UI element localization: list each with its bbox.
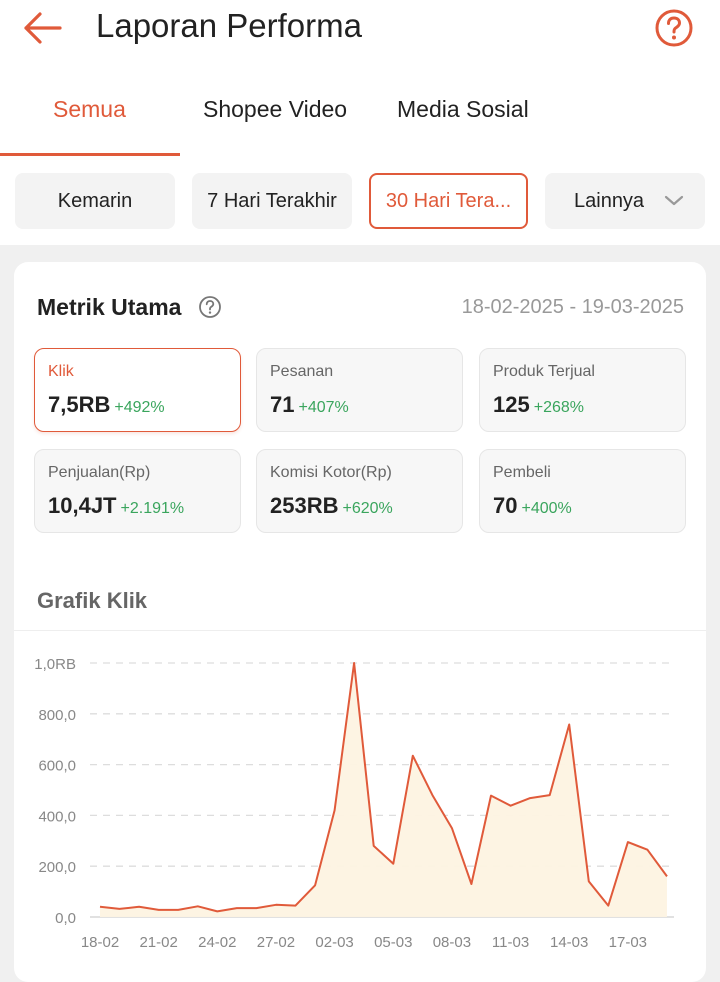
filter-kemarin[interactable]: Kemarin bbox=[15, 173, 175, 229]
x-tick-label: 24-02 bbox=[198, 934, 236, 951]
tab-bar: Semua Shopee Video Media Sosial bbox=[0, 60, 720, 158]
filter-30-hari[interactable]: 30 Hari Tera... bbox=[369, 173, 528, 229]
y-tick-label: 1,0RB bbox=[34, 656, 76, 673]
filter-7-hari[interactable]: 7 Hari Terakhir bbox=[192, 173, 352, 229]
clicks-area bbox=[100, 663, 667, 917]
metrics-card: Metrik Utama 18-02-2025 - 19-03-2025 Kli… bbox=[14, 262, 706, 982]
y-tick-label: 400,0 bbox=[38, 808, 76, 825]
clicks-chart: 0,0 200,0 400,0 600,0 800,0 1,0RB 18-02 21-02 24… bbox=[14, 262, 706, 961]
tab-shopee-video[interactable]: Shopee Video bbox=[203, 96, 347, 123]
x-tick-label: 08-03 bbox=[433, 934, 471, 951]
arrow-left-icon bbox=[20, 10, 64, 46]
y-tick-label: 0,0 bbox=[55, 910, 76, 927]
filter-lainnya[interactable]: Lainnya bbox=[545, 173, 705, 229]
tab-semua[interactable]: Semua bbox=[53, 96, 126, 123]
filter-label: 7 Hari Terakhir bbox=[207, 190, 337, 213]
x-tick-label: 21-02 bbox=[139, 934, 177, 951]
question-circle-icon bbox=[654, 8, 694, 48]
back-button[interactable] bbox=[20, 10, 64, 46]
x-tick-label: 05-03 bbox=[374, 934, 412, 951]
help-button[interactable] bbox=[654, 8, 694, 48]
y-tick-label: 800,0 bbox=[38, 707, 76, 724]
x-tick-label: 18-02 bbox=[81, 934, 119, 951]
filter-label: 30 Hari Tera... bbox=[386, 190, 511, 213]
x-tick-label: 02-03 bbox=[315, 934, 353, 951]
top-bar: Laporan Performa bbox=[0, 0, 720, 60]
y-tick-label: 200,0 bbox=[38, 859, 76, 876]
filter-label: Lainnya bbox=[574, 190, 644, 213]
filter-label: Kemarin bbox=[58, 190, 132, 213]
page-title: Laporan Performa bbox=[96, 7, 362, 45]
date-filter-bar: Kemarin 7 Hari Terakhir 30 Hari Tera... … bbox=[0, 157, 720, 245]
tab-media-sosial[interactable]: Media Sosial bbox=[397, 96, 529, 123]
chevron-down-icon bbox=[663, 194, 685, 208]
x-tick-label: 11-03 bbox=[492, 934, 529, 951]
x-tick-label: 27-02 bbox=[257, 934, 295, 951]
x-tick-label: 14-03 bbox=[550, 934, 588, 951]
x-tick-label: 17-03 bbox=[609, 934, 647, 951]
active-tab-indicator bbox=[0, 153, 180, 156]
y-tick-label: 600,0 bbox=[38, 758, 76, 775]
